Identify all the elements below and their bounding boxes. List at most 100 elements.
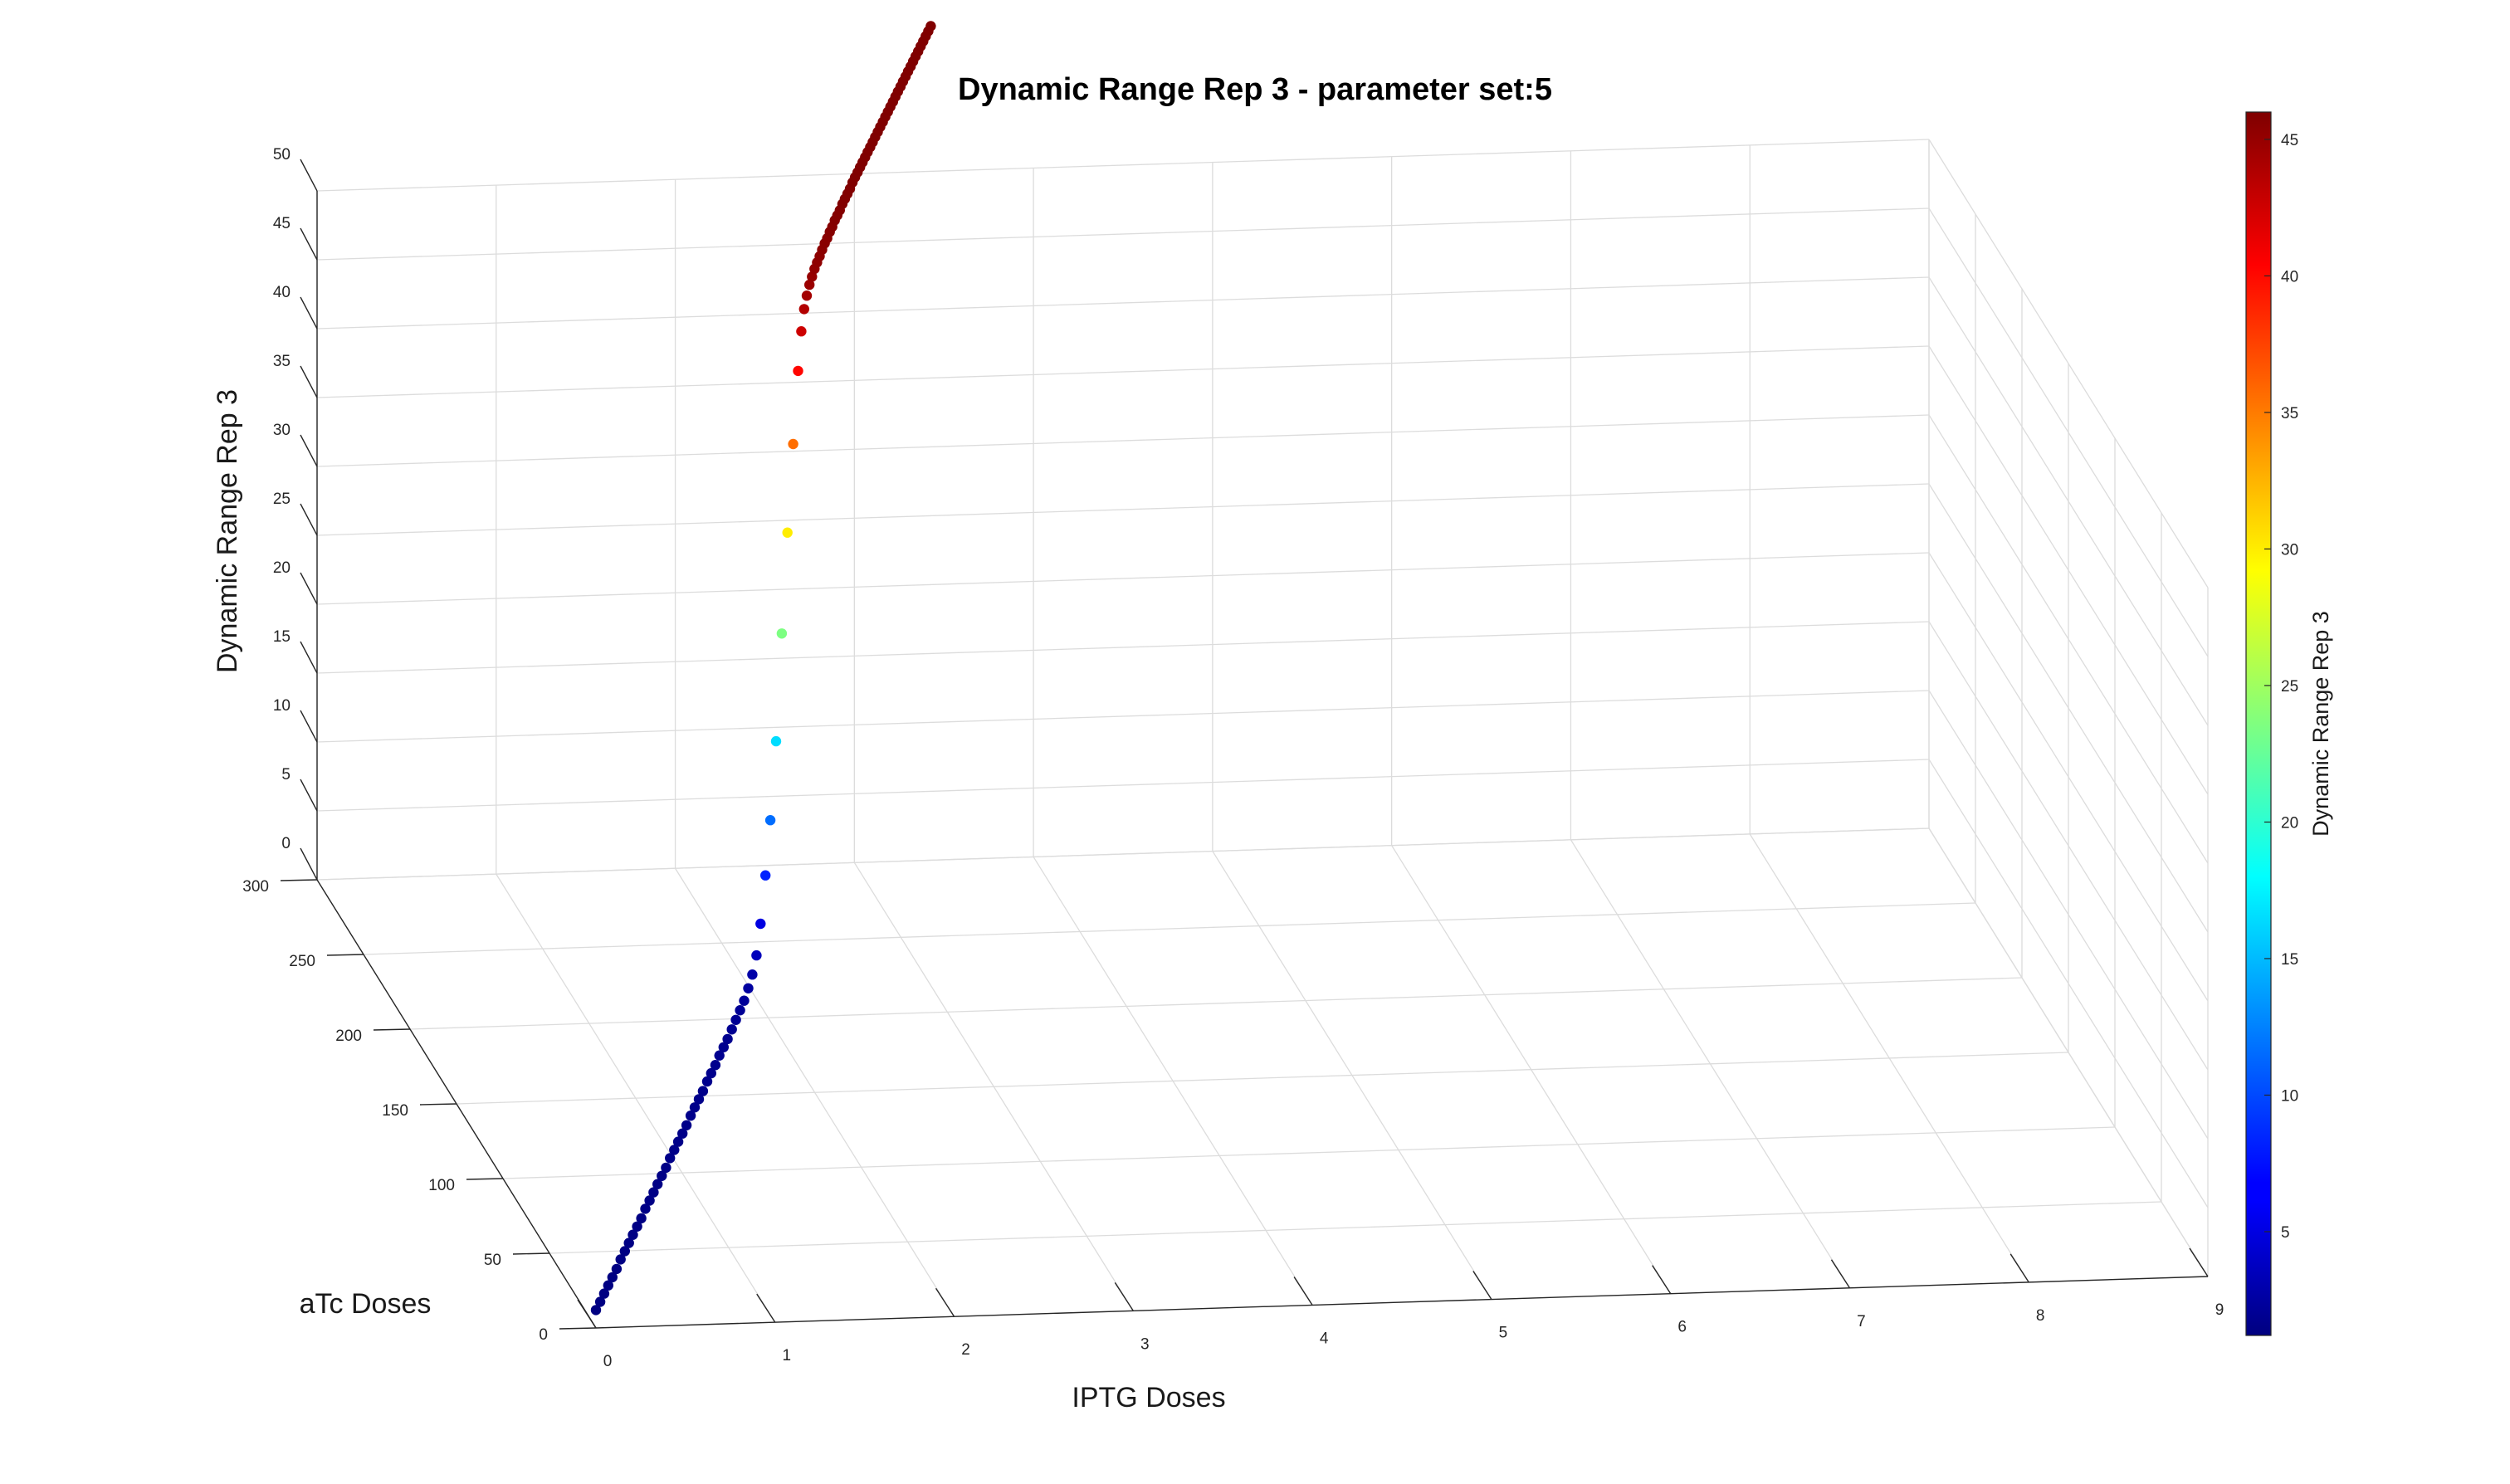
colorbar-tick-label: 35 [2281,405,2298,422]
floor-grid-line [549,1201,2162,1254]
x-tick-mark [1830,1259,1851,1289]
side-wall-grid-line [1928,690,2209,1140]
colorbar-label: Dynamic Range Rep 3 [2308,611,2333,837]
data-point [714,1050,725,1061]
x-tick-mark [756,1293,776,1323]
data-point [770,735,782,747]
y-tick-mark [559,1327,597,1330]
data-point [648,1187,659,1198]
floor-grid-line [502,1126,2116,1179]
floor-grid-line [363,902,1976,955]
z-tick-mark [300,434,318,467]
z-tick-mark [300,641,318,674]
side-wall-grid-line [1928,827,2209,1277]
y-tick-label: 300 [242,878,269,896]
data-point [677,1128,688,1139]
z-tick-mark [300,710,318,743]
data-point [693,1094,705,1105]
x-tick-label: 5 [1499,1325,1508,1342]
side-wall-grid-line [1928,759,2209,1208]
z-tick-label: 30 [273,422,291,439]
y-tick-label: 150 [382,1102,408,1120]
back-wall-grid-line [316,621,1930,674]
data-point [739,995,750,1006]
data-point [628,1229,638,1240]
z-tick-label: 40 [273,284,291,301]
x-axis-label: IPTG Doses [1072,1382,1225,1413]
data-point [640,1203,651,1214]
y-tick-label: 100 [428,1177,455,1194]
z-tick-label: 5 [281,766,291,783]
data-point [701,1076,713,1087]
colorbar-tick-label: 40 [2281,268,2298,286]
y-tick-mark [512,1252,550,1255]
z-tick-mark [300,503,318,536]
data-point [598,1288,610,1299]
colorbar-tick-label: 45 [2281,132,2298,149]
z-tick-label: 50 [273,146,291,164]
z-tick-mark [300,365,318,398]
data-point [793,365,803,377]
x-tick-mark [1114,1281,1134,1311]
side-wall-grid-line [1928,276,2209,726]
side-wall-grid-line [1928,414,2209,864]
y-tick-label: 50 [484,1252,501,1269]
y-tick-mark [280,879,318,881]
y-tick-mark [419,1103,457,1106]
z-tick-label: 45 [273,215,291,232]
floor-grid-line [456,1052,2069,1105]
z-tick-label: 35 [273,353,291,370]
y-tick-mark [326,954,364,956]
z-tick-label: 25 [273,491,291,508]
back-wall-grid-line [316,139,1930,192]
data-point [804,279,815,290]
data-point [615,1254,626,1265]
z-tick-mark [300,159,318,192]
z-tick-label: 0 [281,835,291,852]
x-axis-line [595,1276,2209,1329]
colorbar-tick-label: 5 [2281,1224,2290,1242]
data-point [619,1246,630,1257]
y-tick-label: 0 [539,1326,548,1344]
data-point [788,438,798,450]
data-point [636,1213,647,1224]
data-point [652,1179,663,1189]
data-point [710,1060,721,1071]
colorbar-tick-label: 20 [2281,814,2298,832]
tick-labels: 0 1 2 3 4 5 6 7 8 9050100150200250300051015202530… [242,146,2224,1370]
x-tick-label: 9 [2215,1301,2224,1319]
data-point [776,628,788,639]
data-point [590,1305,602,1316]
z-tick-mark [300,296,318,330]
back-wall-grid-line [316,207,1930,261]
axes [280,159,2209,1330]
data-point [623,1237,634,1248]
x-tick-mark [1472,1271,1492,1300]
z-tick-mark [300,227,318,261]
data-point [743,983,754,994]
data-point [925,21,936,32]
data-point [747,969,758,980]
data-point [661,1162,671,1174]
data-point [603,1280,613,1291]
z-tick-mark [300,847,318,881]
data-point [751,949,762,961]
data-point [730,1014,741,1026]
colorbar-tick-label: 25 [2281,678,2298,696]
x-tick-label: 6 [1677,1319,1687,1336]
back-wall-grid-line [316,690,1930,743]
z-axis-label: Dynamic Range Rep 3 [212,389,243,673]
x-tick-mark [2189,1247,2209,1277]
colorbar-tick-label: 10 [2281,1087,2298,1105]
side-wall-grid-line [1928,621,2209,1071]
data-point [632,1221,642,1233]
grid-lines [316,139,2209,1329]
x-tick-mark [1652,1265,1672,1295]
data-point [764,815,776,826]
floor-grid-line [409,977,2023,1030]
data-point [807,271,818,282]
data-point [672,1136,684,1147]
data-point [798,304,809,315]
data-point [755,918,766,930]
